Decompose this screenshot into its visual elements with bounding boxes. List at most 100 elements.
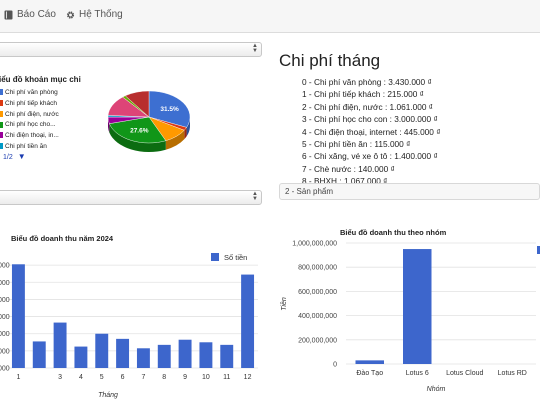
cost-item: 4 - Chi điện thoại, internet : 445.000 ₫: [302, 126, 441, 137]
nav-system-label: Hệ Thống: [79, 9, 123, 20]
legend-pager[interactable]: 1/2 ▼: [3, 152, 26, 161]
legend-swatch: [0, 89, 3, 96]
bar[interactable]: [157, 344, 171, 368]
pie-legend-item[interactable]: Chi phí tiếp khách: [0, 100, 57, 107]
x-tick-label: Đào Tạo: [356, 370, 383, 377]
legend-swatch: [0, 110, 3, 117]
pie-legend-item[interactable]: Chi phí tiền ăn: [0, 143, 47, 150]
legend-label: Chi phí văn phòng: [5, 89, 58, 96]
bar[interactable]: [32, 341, 46, 368]
y-tick-label: 600,000,000: [298, 289, 337, 296]
monthly-cost-title: Chi phí tháng: [279, 51, 381, 70]
x-tick-label: Lotus Cloud: [446, 370, 483, 377]
top-navbar: Báo Cáo Hệ Thống: [0, 0, 540, 33]
pie-chart: 31.5% 27.6%: [107, 90, 191, 152]
x-tick-label: 9: [183, 374, 187, 381]
pie-legend-item[interactable]: Chi phí văn phòng: [0, 89, 58, 96]
legend-swatch: [0, 143, 3, 150]
bar[interactable]: [199, 342, 213, 368]
pie-legend-item[interactable]: Chi điện thoại, in...: [0, 132, 59, 139]
nav-report-label: Báo Cáo: [17, 9, 56, 20]
bar[interactable]: [74, 346, 88, 368]
x-tick-label: 8: [162, 374, 166, 381]
year-select[interactable]: ▲ ▼: [0, 190, 262, 205]
legend-swatch: [0, 132, 3, 139]
bar[interactable]: [241, 274, 255, 368]
cost-item: 0 - Chi phí văn phòng : 3.430.000 ₫: [302, 77, 432, 87]
y-tick-label: 200,000,000: [298, 337, 337, 344]
cost-item: 5 - Chi phí tiền ăn : 115.000 ₫: [302, 139, 411, 149]
y-tick-label: 400,000,000: [298, 313, 337, 320]
revenue-group-chart: Biểu đồ doanh thu theo nhóm 0 200,000,000 4…: [279, 228, 540, 393]
pie-slice-side: [186, 117, 190, 137]
legend-label: Chi phí học cho...: [5, 121, 56, 129]
legend-label: Chi phí điện, nước: [5, 110, 59, 118]
pie-slice-side: [184, 127, 187, 140]
cost-item: 3 - Chi phí học cho con : 3.000.000 ₫: [302, 114, 438, 125]
x-tick-label: 7: [141, 374, 145, 381]
x-tick-label: 6: [121, 374, 125, 381]
y-tick-label: 000: [0, 331, 10, 338]
x-tick-label: 11: [223, 374, 230, 381]
pie-slice[interactable]: [148, 90, 191, 128]
legend-label: Chi phí tiền ăn: [5, 143, 47, 150]
x-axis-label: Tháng: [98, 392, 118, 399]
y-axis-label: Tiền: [279, 297, 288, 311]
legend-label: Chi phí tiếp khách: [5, 99, 58, 107]
bar[interactable]: [116, 338, 130, 368]
pie-slice-label: 31.5%: [160, 106, 179, 113]
legend-label: Chi điện thoại, in...: [5, 132, 59, 140]
gear-icon: [66, 10, 75, 19]
legend-pager-text: 1/2: [3, 154, 13, 161]
chart-title: Biểu đồ doanh thu theo nhóm: [340, 228, 447, 237]
bar[interactable]: [178, 339, 192, 368]
bar[interactable]: [136, 348, 150, 368]
y-tick-label: 1,000,000,000: [292, 241, 337, 248]
bar[interactable]: [355, 360, 385, 364]
cost-item: 2 - Chi phí điện, nước : 1.061.000 ₫: [302, 101, 434, 112]
pager-next-icon[interactable]: ▼: [17, 152, 26, 161]
select-arrows-icon: ▲ ▼: [252, 43, 258, 54]
y-tick-label: 800,000,000: [298, 265, 337, 272]
cost-item: 8 - BHXH : 1.067.000 ₫: [302, 176, 388, 187]
y-tick-label: 000: [0, 280, 10, 287]
nav-report[interactable]: Báo Cáo: [4, 9, 56, 20]
pie-slice-label: 27.6%: [130, 127, 149, 134]
chart-title: Biểu đồ doanh thu năm 2024: [11, 234, 114, 243]
x-tick-label: 4: [79, 374, 83, 381]
book-icon: [4, 10, 13, 19]
legend-label: Số tiền: [224, 253, 247, 262]
bar[interactable]: [53, 322, 67, 368]
y-tick-label: 000: [0, 297, 10, 304]
pie-legend-item[interactable]: Chi phí học cho...: [0, 121, 56, 128]
cost-item: 6 - Chi xăng, vé xe ô tô : 1.400.000 ₫: [302, 151, 438, 162]
nav-system[interactable]: Hệ Thống: [66, 9, 123, 20]
pie-legend-item[interactable]: Chi phí điện, nước: [0, 111, 59, 118]
legend-swatch: [0, 100, 3, 107]
pie-slice[interactable]: [109, 116, 167, 144]
cost-item: 7 - Chè nước : 140.000 ₫: [302, 163, 395, 174]
bar[interactable]: [220, 344, 234, 368]
pie-slice[interactable]: [124, 90, 150, 118]
pie-slice-side: [109, 123, 166, 152]
select-arrows-icon-2: ▲ ▼: [252, 191, 258, 202]
legend-swatch: [537, 246, 540, 254]
group-selector-label: 2 - Sản phẩm: [285, 187, 334, 196]
x-axis-label: Nhóm: [427, 386, 446, 393]
pie-slice-side: [165, 130, 185, 150]
group-selector[interactable]: 2 - Sản phẩm: [279, 183, 540, 200]
bar[interactable]: [403, 249, 432, 364]
cost-item: 1 - Chi phí tiếp khách : 215.000 ₫: [302, 89, 424, 100]
x-tick-label: Lotus RD: [498, 370, 527, 377]
category-select[interactable]: ▲ ▼: [0, 42, 262, 57]
x-tick-label: 5: [100, 374, 104, 381]
x-tick-label: 1: [16, 374, 20, 381]
x-tick-label: Lotus 6: [406, 370, 429, 377]
legend-swatch: [0, 121, 3, 128]
legend-swatch: [211, 253, 219, 261]
bar[interactable]: [95, 333, 109, 368]
y-tick-label: 000: [0, 348, 10, 355]
bar[interactable]: [11, 264, 25, 368]
y-tick-label: 0: [333, 362, 337, 369]
y-tick-label: 000: [0, 263, 10, 270]
